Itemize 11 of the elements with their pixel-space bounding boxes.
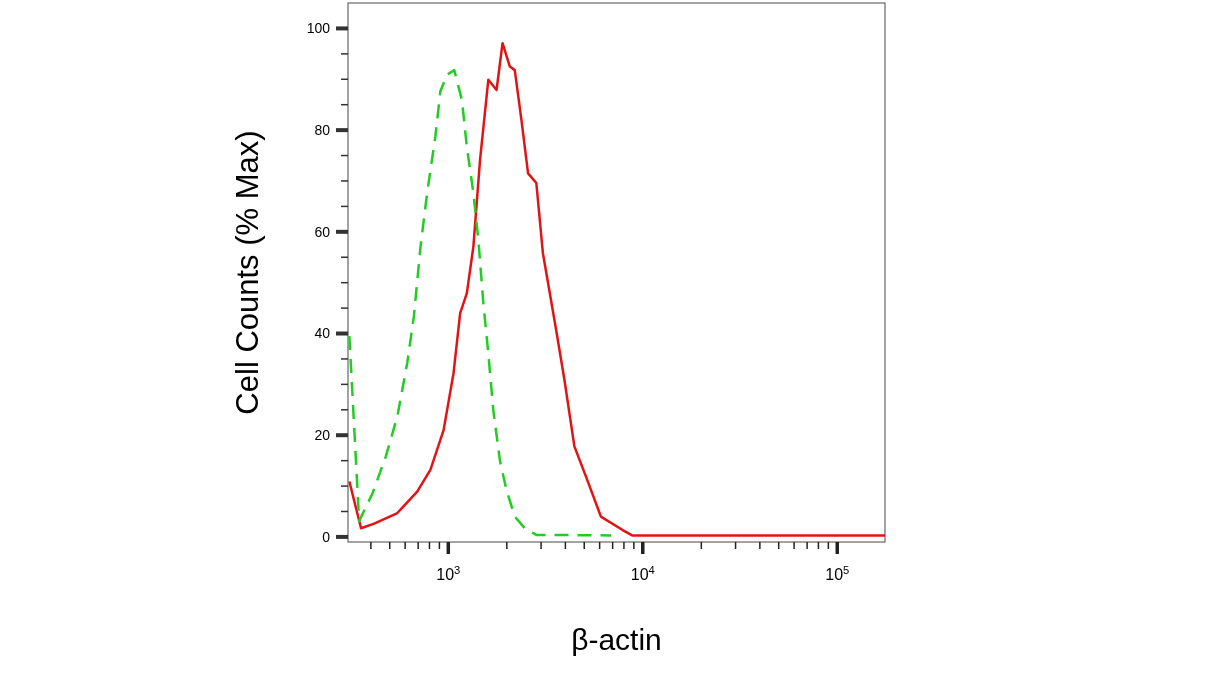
y-tick-label: 0 — [322, 528, 331, 545]
y-tick-label: 40 — [314, 325, 331, 342]
y-tick-label: 20 — [314, 427, 331, 444]
y-axis-title: Cell Counts (% Max) — [230, 130, 265, 415]
y-tick-label: 100 — [306, 20, 331, 37]
y-tick-label: 80 — [314, 122, 331, 139]
x-tick-label: 10$^{3}$ — [436, 564, 461, 583]
x-axis-title: β-actin — [571, 623, 662, 656]
x-tick-label: 10$^{4}$ — [630, 564, 655, 583]
x-tick-label: 10$^{5}$ — [825, 564, 850, 583]
y-tick-label: 60 — [314, 223, 331, 240]
